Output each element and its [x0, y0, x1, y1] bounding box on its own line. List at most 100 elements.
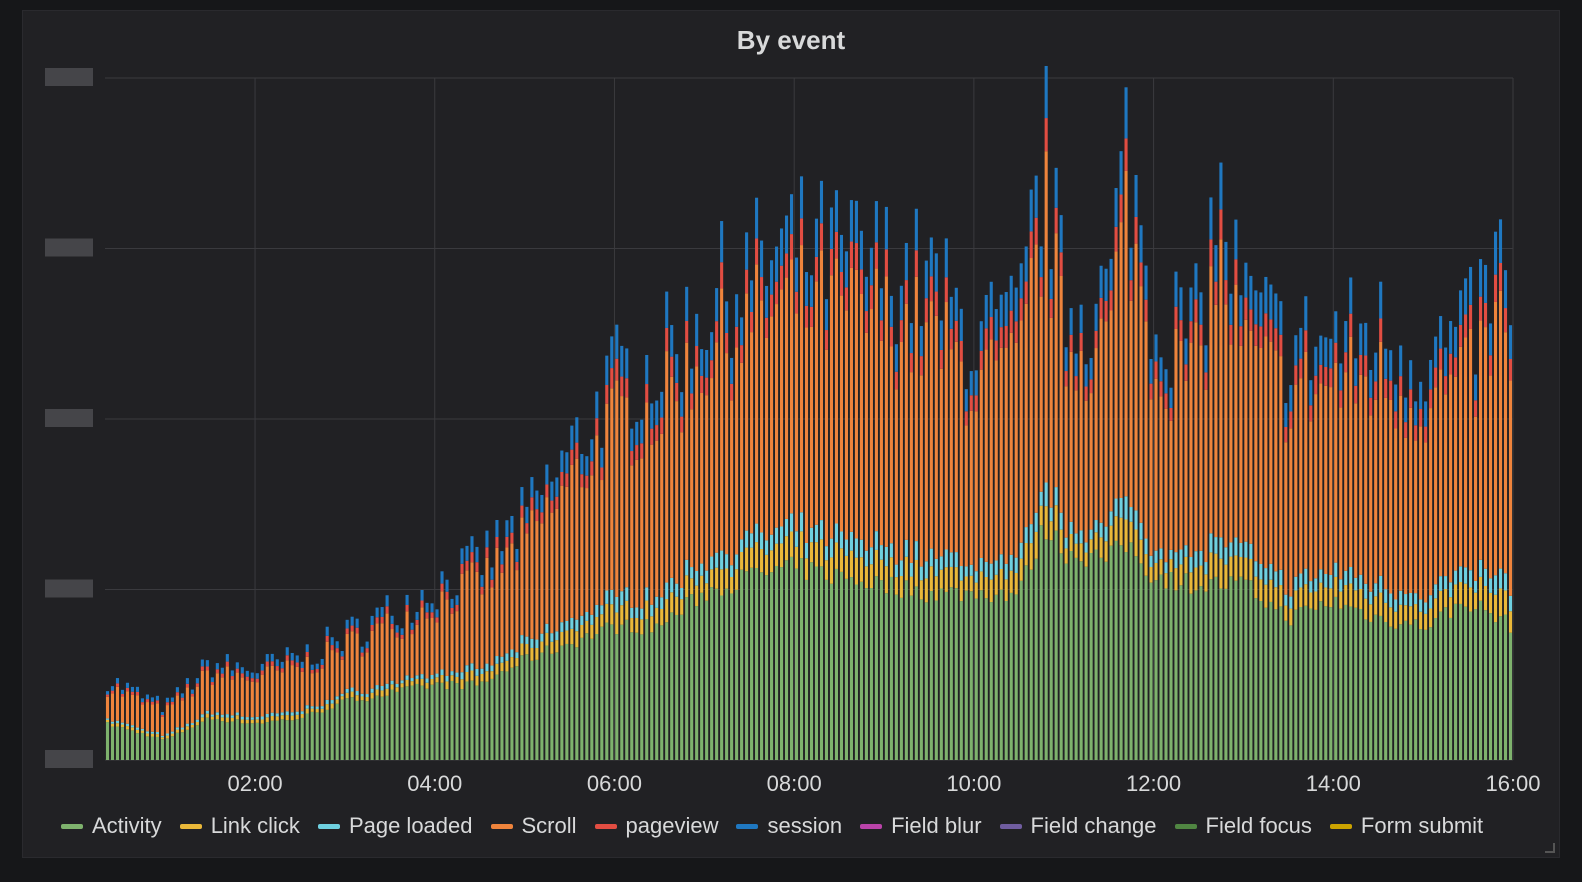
bar-segment	[315, 708, 319, 713]
resize-handle-icon[interactable]	[1545, 843, 1555, 853]
bar-segment	[1059, 512, 1063, 530]
bar-segment	[1159, 559, 1163, 575]
bar-segment	[180, 732, 184, 760]
bar-segment	[185, 687, 189, 724]
bar-segment	[230, 679, 234, 716]
bar-segment	[500, 564, 504, 573]
bar-segment	[1159, 396, 1163, 549]
bar-segment	[1369, 397, 1373, 416]
bar-segment	[630, 632, 634, 760]
bar-segment	[260, 670, 264, 675]
bar-segment	[989, 563, 993, 580]
bar-segment	[1039, 277, 1043, 297]
bar-segment	[1359, 589, 1363, 609]
bar-segment	[1064, 347, 1068, 372]
bar-segment	[300, 711, 304, 715]
bar-segment	[130, 730, 135, 760]
bar-segment	[210, 716, 214, 720]
bar-segment	[365, 701, 369, 760]
legend-item[interactable]: Field blur	[860, 813, 982, 839]
bar-segment	[1359, 374, 1363, 575]
bar-segment	[804, 327, 809, 543]
bar-segment	[1419, 381, 1423, 410]
legend-item[interactable]: Link click	[179, 813, 300, 839]
bar-segment	[824, 299, 829, 331]
bar-segment	[635, 445, 639, 460]
bar-segment	[874, 549, 878, 577]
bar-segment	[804, 579, 809, 760]
bar-segment	[335, 652, 339, 697]
bar-segment	[854, 269, 858, 539]
bar-segment	[350, 631, 354, 688]
bar-segment	[804, 542, 809, 559]
bar-segment	[510, 657, 514, 668]
x-tick-label: 16:00	[1485, 771, 1540, 796]
legend-item[interactable]: Activity	[61, 813, 162, 839]
bar-segment	[1144, 575, 1148, 760]
bar-segment	[1134, 243, 1138, 511]
bar-segment	[510, 543, 514, 650]
bar-segment	[120, 696, 125, 723]
legend-item[interactable]: Scroll	[490, 813, 577, 839]
bar-segment	[300, 661, 304, 668]
bar-segment	[1409, 592, 1413, 607]
legend-item[interactable]: pageview	[594, 813, 718, 839]
bar-segment	[450, 675, 454, 681]
bar-segment	[110, 726, 115, 760]
legend-swatch	[736, 823, 759, 829]
bar-segment	[545, 632, 549, 646]
bar-segment	[115, 723, 120, 727]
bar-segment	[1124, 496, 1128, 520]
bar-segment	[1204, 372, 1208, 390]
bar-segment	[1034, 244, 1038, 513]
bar-segment	[315, 712, 319, 760]
bar-segment	[180, 700, 184, 728]
bar-segment	[225, 661, 229, 667]
bar-segment	[809, 542, 814, 563]
bar-segment	[1179, 585, 1183, 760]
bar-segment	[595, 634, 599, 760]
bar-segment	[495, 674, 499, 760]
legend-item[interactable]: session	[736, 813, 842, 839]
bar-segment	[1174, 552, 1178, 569]
bar-segment	[265, 654, 269, 662]
bar-segment	[954, 552, 958, 568]
bar-segment	[1254, 561, 1258, 577]
bar-segment	[125, 691, 130, 724]
bar-segment	[740, 551, 744, 570]
bar-segment	[999, 347, 1003, 555]
bar-segment	[829, 583, 834, 760]
bar-segment	[735, 326, 739, 348]
bar-segment	[1304, 568, 1308, 585]
bar-segment	[794, 257, 799, 292]
bar-segment	[400, 687, 404, 760]
legend-item[interactable]: Field focus	[1174, 813, 1312, 839]
bar-segment	[665, 351, 669, 583]
bar-segment	[375, 695, 379, 760]
bar-segment	[1259, 563, 1263, 580]
bar-segment	[725, 353, 729, 555]
bar-segment	[1364, 583, 1368, 599]
bar-segment	[1099, 265, 1103, 298]
bar-segment	[1404, 437, 1408, 595]
bar-segment	[1314, 375, 1318, 395]
legend-item[interactable]: Page loaded	[317, 813, 473, 839]
bar-segment	[755, 264, 759, 524]
bar-segment	[1254, 290, 1258, 325]
bar-segment	[185, 723, 189, 727]
bar-segment	[1389, 399, 1393, 594]
bar-segment	[1239, 345, 1243, 543]
bar-segment	[700, 592, 704, 760]
bar-segment	[1084, 400, 1088, 543]
bar-segment	[285, 660, 289, 712]
bar-segment	[1119, 222, 1123, 498]
y-tick-label-redacted	[45, 409, 93, 427]
bar-segment	[145, 702, 149, 732]
bar-segment	[155, 703, 159, 733]
bar-segment	[1488, 375, 1493, 579]
legend-item[interactable]: Form submit	[1329, 813, 1483, 839]
bar-segment	[909, 372, 913, 563]
bar-segment	[1179, 549, 1183, 565]
legend-item[interactable]: Field change	[999, 813, 1157, 839]
bar-segment	[1244, 262, 1248, 298]
